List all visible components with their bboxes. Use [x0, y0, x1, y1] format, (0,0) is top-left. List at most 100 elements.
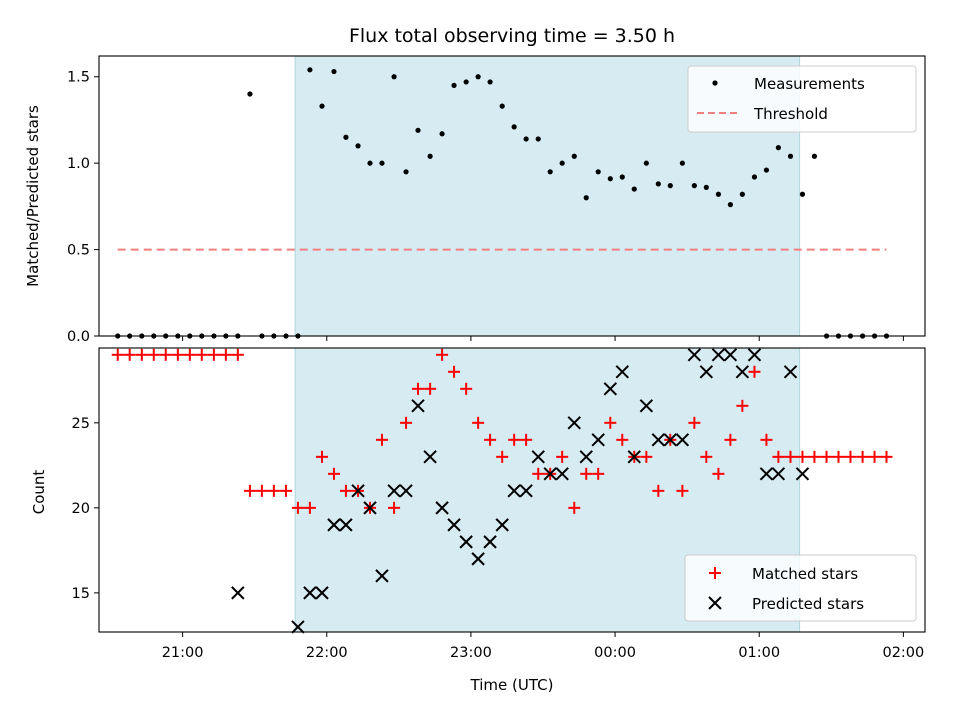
y-tick-label: 25: [72, 416, 90, 432]
matched-stars-point: [820, 450, 833, 463]
matched-stars-point: [436, 348, 449, 361]
x-tick-label: 21:00: [162, 645, 204, 661]
predicted-stars-point: [699, 365, 714, 379]
matched-stars-point: [844, 450, 857, 463]
predicted-stars-point: [399, 484, 413, 498]
matched-stars-point: [279, 484, 292, 497]
matched-stars-point: [508, 433, 521, 446]
predicted-stars-point: [531, 450, 545, 464]
matched-stars-point: [327, 467, 340, 480]
x-tick-label: 02:00: [882, 645, 924, 661]
y-axis-label-bottom: Count: [30, 470, 48, 515]
matched-stars-point: [484, 433, 497, 446]
measurement-point: [523, 136, 529, 142]
matched-stars-point: [123, 348, 136, 361]
predicted-stars-point: [303, 586, 317, 600]
predicted-stars-point: [231, 586, 245, 600]
measurement-point: [355, 143, 361, 149]
predicted-stars-point: [507, 484, 521, 498]
measurement-point: [667, 183, 673, 189]
counts-panel: 15 20 25 21:00 22:00 23:00 00:00 01:00 02:00 Co…: [30, 347, 926, 694]
measurement-point: [343, 134, 349, 140]
x-ticks-top: [182, 336, 904, 341]
measurement-point: [607, 176, 613, 182]
y-ticks-bottom: 15 20 25: [72, 416, 99, 602]
matched-stars-point: [375, 433, 388, 446]
measurement-point: [439, 131, 445, 137]
y-axis-label-top: Matched/Predicted stars: [24, 105, 42, 287]
measurement-point: [331, 68, 337, 75]
x-tick-label: 00:00: [594, 645, 636, 661]
matched-stars-point: [472, 416, 485, 429]
x-axis-label: Time (UTC): [470, 676, 554, 694]
predicted-stars-point: [711, 348, 726, 362]
matched-stars-point: [412, 382, 425, 395]
matched-stars-point: [736, 399, 749, 412]
matched-stars-point: [784, 450, 797, 463]
measurement-point: [571, 153, 577, 159]
legend-bottom: Matched stars Predicted stars: [684, 554, 917, 622]
predicted-stars-point: [447, 518, 461, 532]
measurement-point: [559, 160, 565, 166]
legend-matched-label: Matched stars: [752, 565, 858, 583]
predicted-stars-point: [603, 382, 618, 396]
matched-stars-point: [796, 450, 809, 463]
matched-stars-point: [303, 501, 316, 514]
measurement-point: [775, 145, 781, 151]
predicted-stars-point: [339, 518, 353, 532]
measurement-point: [679, 160, 685, 166]
y-ticks-top: 0.0 0.5 1.0 1.5: [67, 70, 99, 345]
measurement-point: [367, 160, 373, 166]
y-tick-label: 1.5: [67, 70, 90, 86]
predicted-stars-point: [723, 348, 738, 362]
predicted-stars-point: [783, 365, 798, 379]
matched-stars-point: [207, 348, 220, 361]
matched-stars-point: [231, 348, 244, 361]
measurement-point: [619, 174, 625, 180]
matched-stars-point: [556, 450, 569, 463]
matched-stars-point: [255, 484, 268, 497]
measurement-point: [811, 153, 818, 159]
measurement-point: [751, 174, 758, 180]
matched-stars-point: [676, 484, 689, 497]
counts-marks: [111, 348, 893, 634]
measurement-point: [691, 183, 697, 189]
measurement-point: [535, 136, 541, 142]
matched-stars-point: [291, 501, 304, 514]
measurement-point: [475, 74, 481, 80]
predicted-stars-point: [591, 433, 605, 447]
measurement-point: [451, 82, 457, 88]
predicted-stars-point: [351, 484, 365, 498]
x-tick-label: 01:00: [738, 645, 780, 661]
matched-stars-point: [520, 433, 533, 446]
predicted-stars-point: [519, 484, 533, 498]
y-tick-label: 0.0: [67, 329, 90, 345]
axes-frame-bottom: [98, 347, 926, 633]
measurements-panel: 0.0 0.5 1.0 1.5 Matched/Predicted stars Mea…: [24, 55, 926, 345]
matched-stars-point: [808, 450, 821, 463]
measurement-point: [655, 181, 661, 187]
legend-measurements-marker: [712, 80, 718, 86]
measurement-point: [595, 169, 601, 175]
measurement-point: [247, 91, 253, 97]
measurement-point: [511, 124, 517, 130]
matched-stars-point: [532, 467, 545, 480]
matched-stars-point: [652, 484, 665, 497]
matched-stars-point: [880, 450, 893, 463]
predicted-stars-point: [555, 467, 569, 481]
matched-stars-point: [688, 416, 701, 429]
predicted-stars-point: [651, 433, 666, 447]
matched-stars-point: [616, 433, 629, 446]
y-tick-label: 0.5: [67, 243, 90, 259]
measurement-point: [307, 67, 313, 73]
x-tick-label: 22:00: [306, 645, 348, 661]
measurement-point: [703, 184, 709, 190]
x-tick-label: 23:00: [450, 645, 492, 661]
matched-stars-point: [700, 450, 713, 463]
legend-predicted-marker: [708, 596, 722, 610]
matched-stars-point: [580, 467, 593, 480]
matched-stars-point: [195, 348, 208, 361]
measurement-point: [415, 127, 421, 133]
predicted-stars-point: [771, 467, 786, 481]
